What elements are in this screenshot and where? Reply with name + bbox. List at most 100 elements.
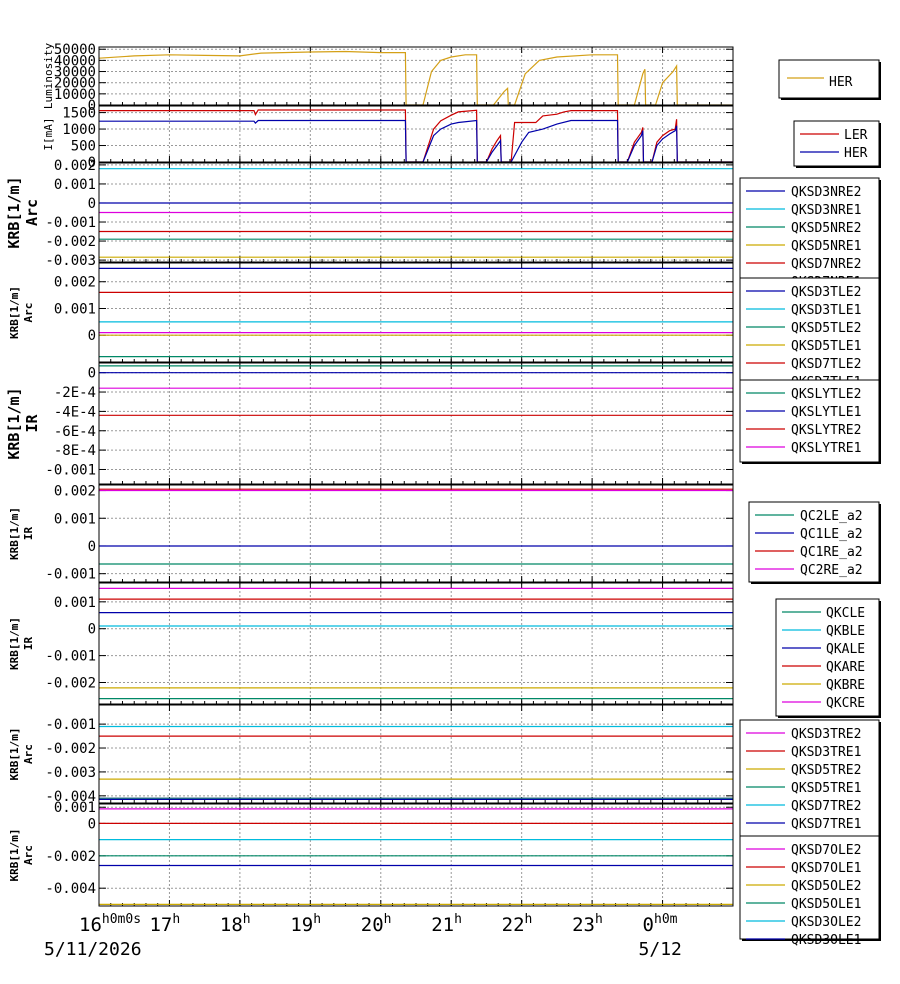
- y-tick-label: -0.003: [45, 253, 96, 269]
- y-tick-label: -0.002: [45, 675, 96, 691]
- y-tick-label: 500: [71, 139, 96, 155]
- legend: QKSLYTLE2 QKSLYTLE1 QKSLYTRE2 QKSLYTRE1: [739, 379, 881, 464]
- plot-area: [99, 47, 733, 105]
- y-axis-label-text: KRB[1/m]: [8, 507, 21, 560]
- legend-entry-label: QKSD3TRE2: [791, 727, 861, 742]
- y-axis-label-text: Arc: [22, 303, 35, 323]
- legend-entry-label: QKSD3NRE1: [791, 203, 861, 218]
- y-tick-label: -0.001: [45, 717, 96, 733]
- plot-area: [99, 705, 733, 803]
- y-tick-label: -0.001: [45, 215, 96, 231]
- y-tick-label: 20000: [54, 76, 96, 92]
- y-tick-label: 1500: [62, 106, 96, 122]
- legend-entry-label: QKSD5NRE2: [791, 221, 861, 236]
- legend-entry-label: QKSD7NRE2: [791, 257, 861, 272]
- legend-entry-label: QKSD7TLE2: [791, 357, 861, 372]
- y-tick-label: 0: [88, 155, 96, 171]
- legend-entry-label: QKSD3OLE2: [791, 915, 861, 930]
- y-axis-label-text: I[mA]: [42, 117, 55, 150]
- y-axis-label-text: KRB[1/m]: [8, 829, 21, 882]
- legend-entry-label: QKSLYTLE2: [791, 387, 861, 402]
- y-tick-label: 0.001: [54, 177, 96, 193]
- legend-entry-label: QKSLYTRE2: [791, 423, 861, 438]
- y-axis-label: KRB[1/m] Arc: [8, 286, 35, 339]
- y-axis-label: Luminosity: [42, 43, 55, 110]
- y-tick-label: -0.001: [45, 462, 96, 478]
- legend-entry-label: QKSLYTLE1: [791, 405, 861, 420]
- y-axis-label-text: KRB[1/m]: [5, 176, 23, 248]
- x-tick-label: 0h0m: [643, 912, 678, 936]
- legend-entry-label: QKSD7TRE1: [791, 817, 861, 832]
- legend: QKCLE QKBLE QKALE QKARE QKBRE QKCRE: [775, 598, 881, 718]
- legend-entry-label: QKARE: [826, 660, 865, 675]
- legend-entry-label: HER: [844, 146, 868, 161]
- plot-area: [99, 583, 733, 704]
- plot-frame: [98, 162, 734, 263]
- y-tick-label: 0.002: [54, 275, 96, 291]
- plot-frame: [98, 704, 734, 804]
- y-tick-label: 50000: [54, 42, 96, 58]
- y-axis-label: KRB[1/m] IR: [8, 507, 35, 560]
- legend-entry-label: QKSLYTRE1: [791, 441, 861, 456]
- legend-entry-label: QKALE: [826, 642, 865, 657]
- legend: QKSD3TRE2 QKSD3TRE1 QKSD5TRE2 QKSD5TRE1 QKSD…: [739, 719, 881, 839]
- y-tick-label: 0.002: [54, 158, 96, 174]
- legend-entry-label: QC2LE_a2: [800, 509, 863, 524]
- y-tick-label: 40000: [54, 53, 96, 69]
- y-axis-label-text: IR: [22, 637, 35, 651]
- x-tick-label: 23h: [572, 912, 603, 936]
- legend-box: [739, 277, 880, 394]
- legend-box: [739, 177, 880, 294]
- y-tick-label: -8E-4: [54, 443, 96, 459]
- y-tick-label: 0.001: [54, 301, 96, 317]
- y-tick-label: 0: [88, 366, 96, 382]
- legend-entry-label: QKSD5TLE2: [791, 321, 861, 336]
- panel-6: 0.002 0.001 0 -0.001 KRB[1/m] IR QC2LE_a2 QC1LE…: [8, 484, 881, 584]
- x-axis-date-next: 5/12: [639, 939, 682, 960]
- x-tick-label: 17h: [149, 912, 180, 936]
- plot-frame: [98, 105, 734, 163]
- panel-4: 0.002 0.001 0 KRB[1/m] Arc QKSD3TLE2 QKSD3TLE1…: [8, 262, 881, 395]
- y-axis-label-text: IR: [23, 414, 41, 433]
- legend-entry-label: QKSD3TLE1: [791, 303, 861, 318]
- y-axis-label: KRB[1/m] IR: [8, 617, 35, 670]
- y-tick-label: 0: [88, 328, 96, 344]
- y-tick-label: -0.002: [45, 741, 96, 757]
- y-tick-label: -0.002: [45, 849, 96, 865]
- legend-entry-label: QC2RE_a2: [800, 563, 863, 578]
- y-axis-label: KRB[1/m] Arc: [8, 829, 35, 882]
- legend-entry-label: QKSD3OLE1: [791, 933, 861, 948]
- legend-box: [739, 379, 880, 463]
- y-axis-label-text: KRB[1/m]: [8, 617, 21, 670]
- legend: LER HER: [793, 120, 881, 168]
- plot-frame: [98, 46, 734, 106]
- legend: HER: [778, 59, 881, 100]
- legend-entry-label: QKSD5TRE2: [791, 763, 861, 778]
- legend-box: [793, 120, 880, 167]
- x-tick-label: 18h: [220, 912, 251, 936]
- y-tick-label: 30000: [54, 65, 96, 81]
- legend-entry-label: QKCRE: [826, 696, 865, 711]
- legend-entry-label: QKSD5OLE2: [791, 879, 861, 894]
- y-axis-label-text: KRB[1/m]: [8, 286, 21, 339]
- legend-entry-label: QKSD7OLE1: [791, 861, 861, 876]
- y-tick-label: 0.001: [54, 800, 96, 816]
- x-tick-label: 22h: [502, 912, 533, 936]
- y-tick-label: -0.004: [45, 881, 96, 897]
- y-tick-label: -2E-4: [54, 385, 96, 401]
- legend: QKSD3TLE2 QKSD3TLE1 QKSD5TLE2 QKSD5TLE1 QKSD…: [739, 277, 881, 395]
- plot-area: [99, 106, 733, 162]
- y-axis-label-text: KRB[1/m]: [8, 728, 21, 781]
- x-tick-label: 19h: [290, 912, 321, 936]
- legend-entry-label: QKSD3NRE2: [791, 185, 861, 200]
- panel-8: -0.001 -0.002 -0.003 -0.004 KRB[1/m] Arc QKSD3…: [8, 704, 881, 839]
- y-tick-label: -0.001: [45, 649, 96, 665]
- y-axis-label-text: Luminosity: [42, 43, 55, 110]
- y-tick-label: 0: [88, 196, 96, 212]
- plot-frame: [98, 803, 734, 907]
- y-axis-label-text: Arc: [23, 199, 41, 226]
